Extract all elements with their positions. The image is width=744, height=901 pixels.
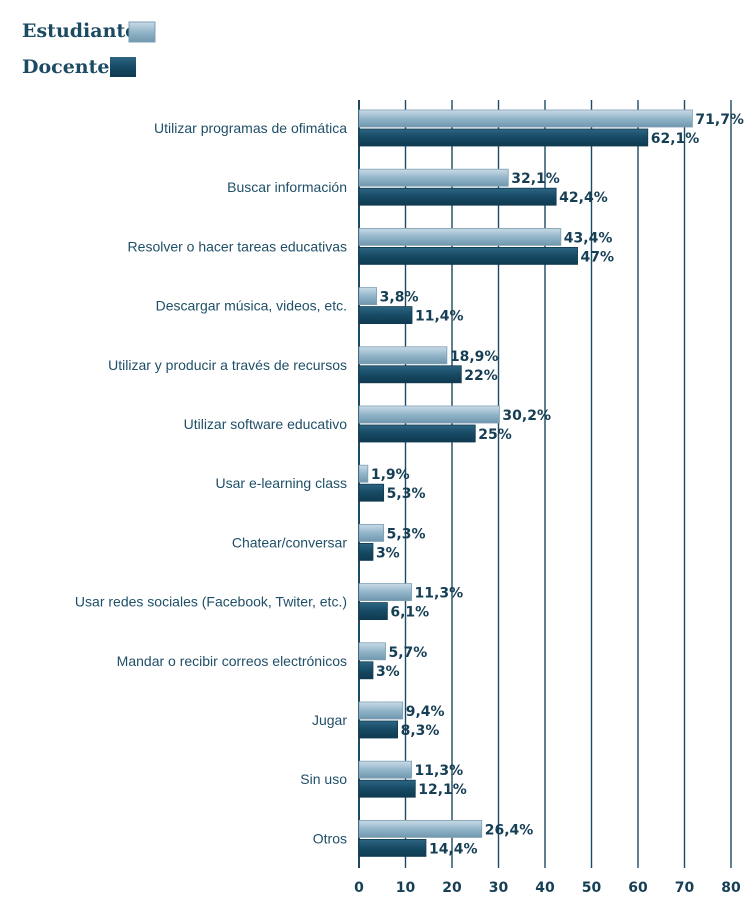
value-label-estudiantes: 3,8% [380,290,419,306]
bar-docentes [358,483,385,502]
category-label: Sin uso [300,771,347,787]
value-label-estudiantes: 11,3% [415,763,464,779]
value-label-estudiantes: 5,7% [389,645,428,661]
category-label: Utilizar software educativo [184,416,348,432]
bar-docentes [358,187,557,206]
value-labels: 71,7% 62,1% 32,1% 42,4% 43,4% 47% 3,8% 11,4% 18,… [371,112,744,857]
category-label: Resolver o hacer tareas educativas [128,238,347,254]
value-label-estudiantes: 43,4% [564,230,613,246]
value-label-estudiantes: 5,3% [387,526,426,542]
bar-estudiantes [358,524,385,542]
bar-docentes [358,720,398,739]
category-label: Utilizar programas de ofimática [154,120,347,136]
legend: Estudiantes Docentes [22,20,156,78]
x-tick-label: 60 [628,880,648,896]
value-label-docentes: 3% [376,545,400,561]
bar-docentes [358,365,462,384]
category-label: Mandar o recibir correos electrónicos [117,653,347,669]
x-tick-label: 0 [354,880,364,896]
bar-docentes [358,661,374,680]
value-label-docentes: 62,1% [651,131,700,147]
bar-docentes [358,246,578,265]
bar-estudiantes [358,701,404,720]
bar-estudiantes [358,287,378,306]
category-labels: Utilizar programas de ofimática Buscar in… [75,120,347,846]
bar-estudiantes [358,583,412,601]
value-label-docentes: 8,3% [401,723,440,739]
value-label-docentes: 14,4% [429,841,478,857]
x-tick-label: 10 [396,880,416,896]
category-label: Jugar [312,712,347,728]
x-axis-ticks: 0 10 20 30 40 50 60 70 80 [354,880,741,896]
bar-docentes [358,306,413,325]
category-label: Otros [313,830,347,846]
value-label-estudiantes: 26,4% [485,822,534,838]
bar-estudiantes [358,760,412,779]
value-label-docentes: 22% [464,368,498,384]
value-label-docentes: 6,1% [390,605,429,621]
bar-docentes [358,543,374,561]
value-label-docentes: 3% [376,664,400,680]
value-label-docentes: 5,3% [387,486,426,502]
value-label-docentes: 25% [478,427,512,443]
x-tick-label: 50 [582,880,602,896]
value-label-estudiantes: 1,9% [371,467,410,483]
category-label: Chatear/conversar [232,534,348,550]
bar-estudiantes [358,168,509,187]
category-label: Descargar música, videos, etc. [156,298,347,314]
bar-docentes [358,779,416,798]
value-label-docentes: 42,4% [559,190,608,206]
x-tick-label: 30 [489,880,509,896]
value-label-estudiantes: 9,4% [406,704,445,720]
x-tick-label: 80 [721,880,741,896]
category-label: Utilizar y producir a través de recursos [108,357,347,373]
value-label-docentes: 12,1% [418,782,467,798]
bar-docentes [358,128,649,147]
bars [358,109,693,857]
gridlines [358,100,732,868]
bar-estudiantes [358,227,562,246]
bar-docentes [358,602,388,620]
legend-swatch-estudiantes [128,21,156,43]
bar-docentes [358,424,476,443]
legend-label-docentes: Docentes [22,56,120,78]
value-label-estudiantes: 11,3% [415,586,464,602]
bar-estudiantes [358,820,483,838]
bar-estudiantes [358,405,500,424]
category-label: Usar redes sociales (Facebook, Twiter, e… [75,594,347,610]
bar-estudiantes [358,464,369,483]
bar-estudiantes [358,109,693,128]
value-label-estudiantes: 30,2% [502,408,551,424]
category-label: Usar e-learning class [216,475,348,491]
value-label-estudiantes: 18,9% [450,349,499,365]
value-label-estudiantes: 71,7% [695,112,744,128]
x-tick-label: 20 [442,880,462,896]
x-tick-label: 70 [675,880,695,896]
value-label-docentes: 47% [581,249,615,265]
value-label-docentes: 11,4% [415,309,464,325]
value-label-estudiantes: 32,1% [511,171,560,187]
bar-docentes [358,839,427,857]
bar-estudiantes [358,642,386,661]
bar-estudiantes [358,346,448,365]
legend-swatch-docentes [110,57,136,77]
x-tick-label: 40 [535,880,555,896]
legend-label-estudiantes: Estudiantes [22,20,148,42]
category-label: Buscar información [227,179,347,195]
